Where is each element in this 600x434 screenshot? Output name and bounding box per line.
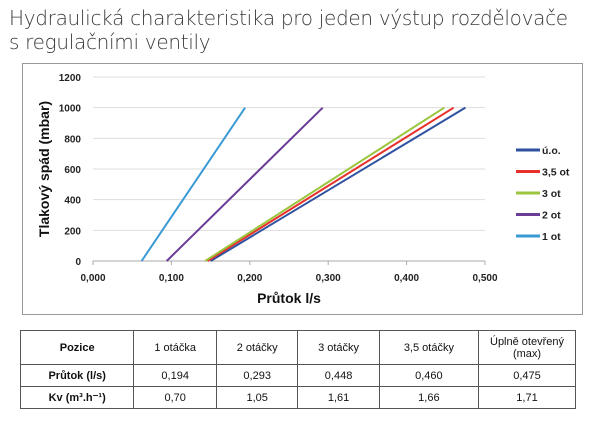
legend-label: ú.o.	[542, 145, 561, 157]
table-row: Průtok (l/s) 0,194 0,293 0,448 0,460 0,4…	[19, 364, 576, 387]
x-tick-label: 0,400	[394, 273, 419, 284]
chart: 0 200 400 600 800 1000 1200 0,000 0,100 0,200 0,30…	[36, 73, 570, 306]
y-tick-label: 600	[64, 165, 81, 176]
title-line-1: Hydraulická charakteristika pro jeden vý…	[9, 6, 568, 30]
header-cell: 2 otáčky	[215, 330, 299, 365]
table-cell: 0,194	[133, 364, 217, 387]
legend-label: 1 ot	[542, 231, 561, 243]
y-tick-label: 200	[64, 226, 81, 237]
x-tick-label: 0,000	[80, 273, 105, 284]
row-label: Kv (m³.h⁻¹)	[19, 386, 135, 409]
row-label: Průtok (l/s)	[19, 364, 135, 387]
y-tick-label: 1200	[59, 73, 82, 84]
x-tick-label: 0,300	[316, 273, 341, 284]
table-cell: 0,475	[478, 364, 576, 387]
header-cell: 1 otáčka	[133, 330, 217, 365]
header-cell: Pozice	[19, 330, 135, 365]
table-cell: 0,70	[133, 386, 217, 409]
title-line-2: s regulačními ventily	[9, 30, 211, 54]
y-axis-label: Tlakový spád (mbar)	[36, 101, 52, 237]
page-title: Hydraulická charakteristika pro jeden vý…	[9, 6, 568, 54]
table-row: Kv (m³.h⁻¹) 0,70 1,05 1,61 1,66 1,71	[19, 386, 576, 409]
table-cell: 1,66	[378, 386, 480, 409]
header-cell: 3,5 otáčky	[378, 330, 480, 365]
table-cell: 1,61	[297, 386, 380, 409]
table-cell: 0,448	[297, 364, 380, 387]
table-cell: 1,71	[478, 386, 576, 409]
legend-label: 3 ot	[542, 188, 561, 200]
table-cell: 0,293	[215, 364, 299, 387]
header-cell: 3 otáčky	[297, 330, 380, 365]
x-tick-label: 0,500	[472, 273, 497, 284]
table-cell: 0,460	[378, 364, 480, 387]
data-table: Pozice 1 otáčka 2 otáčky 3 otáčky 3,5 ot…	[19, 330, 576, 409]
series-line	[140, 107, 246, 262]
chart-frame	[22, 63, 583, 315]
y-tick-label: 400	[64, 196, 81, 207]
x-tick-label: 0,100	[159, 273, 184, 284]
series-line	[210, 106, 466, 262]
y-tick-label: 0	[75, 257, 81, 268]
header-cell: Úplně otevřený (max)	[478, 330, 576, 365]
series-line	[204, 106, 445, 262]
y-tick-label: 1000	[59, 104, 82, 115]
x-tick-label: 0,200	[237, 273, 262, 284]
legend-label: 2 ot	[542, 210, 561, 222]
table-header-row: Pozice 1 otáčka 2 otáčky 3 otáčky 3,5 ot…	[19, 330, 576, 365]
y-tick-label: 800	[64, 134, 81, 145]
legend-label: 3,5 ot	[542, 167, 570, 179]
table-cell: 1,05	[215, 386, 299, 409]
series-line	[206, 106, 455, 262]
series-line	[165, 106, 324, 262]
x-axis-label: Průtok l/s	[257, 290, 321, 306]
